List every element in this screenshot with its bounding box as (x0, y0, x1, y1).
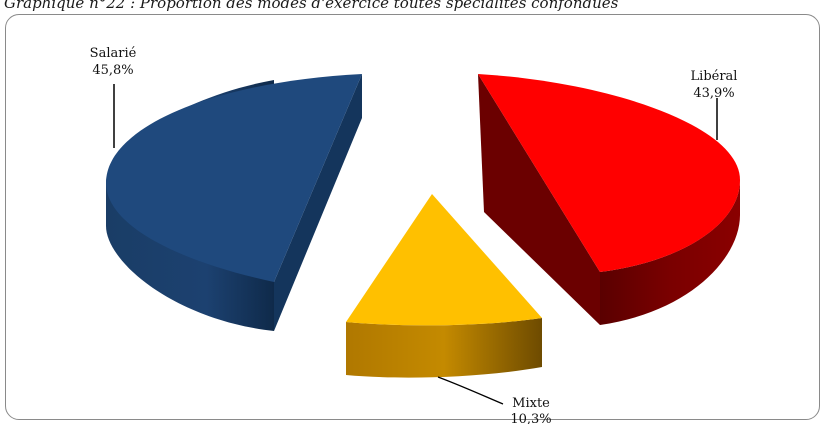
slice-liberal-side (600, 180, 740, 325)
chart-title: Graphique n°22 : Proportion des modes d'… (4, 0, 619, 12)
slice-liberal-top (478, 74, 740, 272)
label-liberal-value: 43,9% (693, 86, 734, 101)
slice-mixte-side (346, 318, 542, 378)
label-mixte-value: 10,3% (510, 412, 551, 424)
leader-line-mixte (437, 376, 504, 405)
slice-liberal (478, 74, 740, 325)
slice-liberal-side-left (478, 74, 600, 325)
label-salarie-value: 45,8% (92, 63, 133, 78)
slice-mixte-top (346, 194, 542, 326)
label-liberal-name: Libéral (691, 69, 738, 84)
slice-salarie-top (106, 74, 362, 282)
slice-salarie-side-right (274, 74, 362, 331)
label-mixte-name: Mixte (512, 396, 550, 411)
slice-salarie (106, 74, 362, 331)
label-salarie-name: Salarié (90, 46, 137, 61)
slice-mixte (346, 194, 542, 378)
